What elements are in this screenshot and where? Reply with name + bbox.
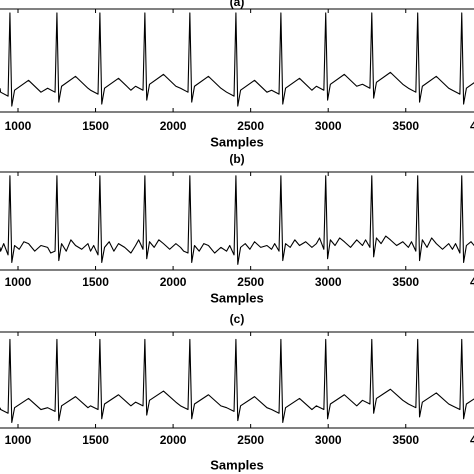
x-tick-label: 4000 — [470, 275, 474, 289]
x-tick-label: 1000 — [5, 119, 32, 133]
x-tick-label: 3000 — [315, 275, 342, 289]
axes-frame — [0, 8, 474, 113]
x-tick-label: 2500 — [237, 433, 264, 447]
panel: (a) 1000 1500 2000 2500 3000 3500 4000 Samples — [0, 0, 474, 149]
plot-area — [0, 175, 474, 265]
x-tick-label: 3500 — [392, 275, 419, 289]
x-tick-label: 3500 — [392, 119, 419, 133]
plot-area — [0, 338, 474, 424]
panel: (b) 1000 1500 2000 2500 3000 3500 4000 Samples — [0, 152, 474, 305]
x-tick-label: 2000 — [160, 119, 187, 133]
panel-title: (a) — [230, 0, 245, 9]
panel-title: (b) — [229, 152, 244, 166]
x-axis-label: Samples — [210, 457, 263, 472]
x-tick-label: 1500 — [82, 275, 109, 289]
panel-title: (c) — [230, 312, 245, 326]
ecg-line — [0, 175, 474, 265]
plot-area — [0, 12, 474, 107]
x-tick-label: 1000 — [5, 275, 32, 289]
panel: (c) 1000 1500 2000 2500 3000 3500 4000 Samples — [0, 312, 474, 472]
x-axis-label: Samples — [210, 290, 263, 305]
x-tick-label: 4000 — [470, 433, 474, 447]
x-tick-label: 2500 — [237, 275, 264, 289]
x-axis-label: Samples — [210, 134, 263, 149]
x-tick-label: 2000 — [160, 433, 187, 447]
x-tick-label: 1500 — [82, 119, 109, 133]
x-tick-label: 3500 — [392, 433, 419, 447]
x-tick-label: 2000 — [160, 275, 187, 289]
x-tick-label: 3000 — [315, 119, 342, 133]
x-tick-label: 1000 — [5, 433, 32, 447]
x-tick-label: 4000 — [470, 119, 474, 133]
x-tick-label: 2500 — [237, 119, 264, 133]
axes-frame — [0, 331, 474, 429]
x-tick-label: 1500 — [82, 433, 109, 447]
x-tick-label: 3000 — [315, 433, 342, 447]
ecg-line — [0, 338, 474, 424]
axes-frame — [0, 171, 474, 271]
ecg-line — [0, 12, 474, 107]
